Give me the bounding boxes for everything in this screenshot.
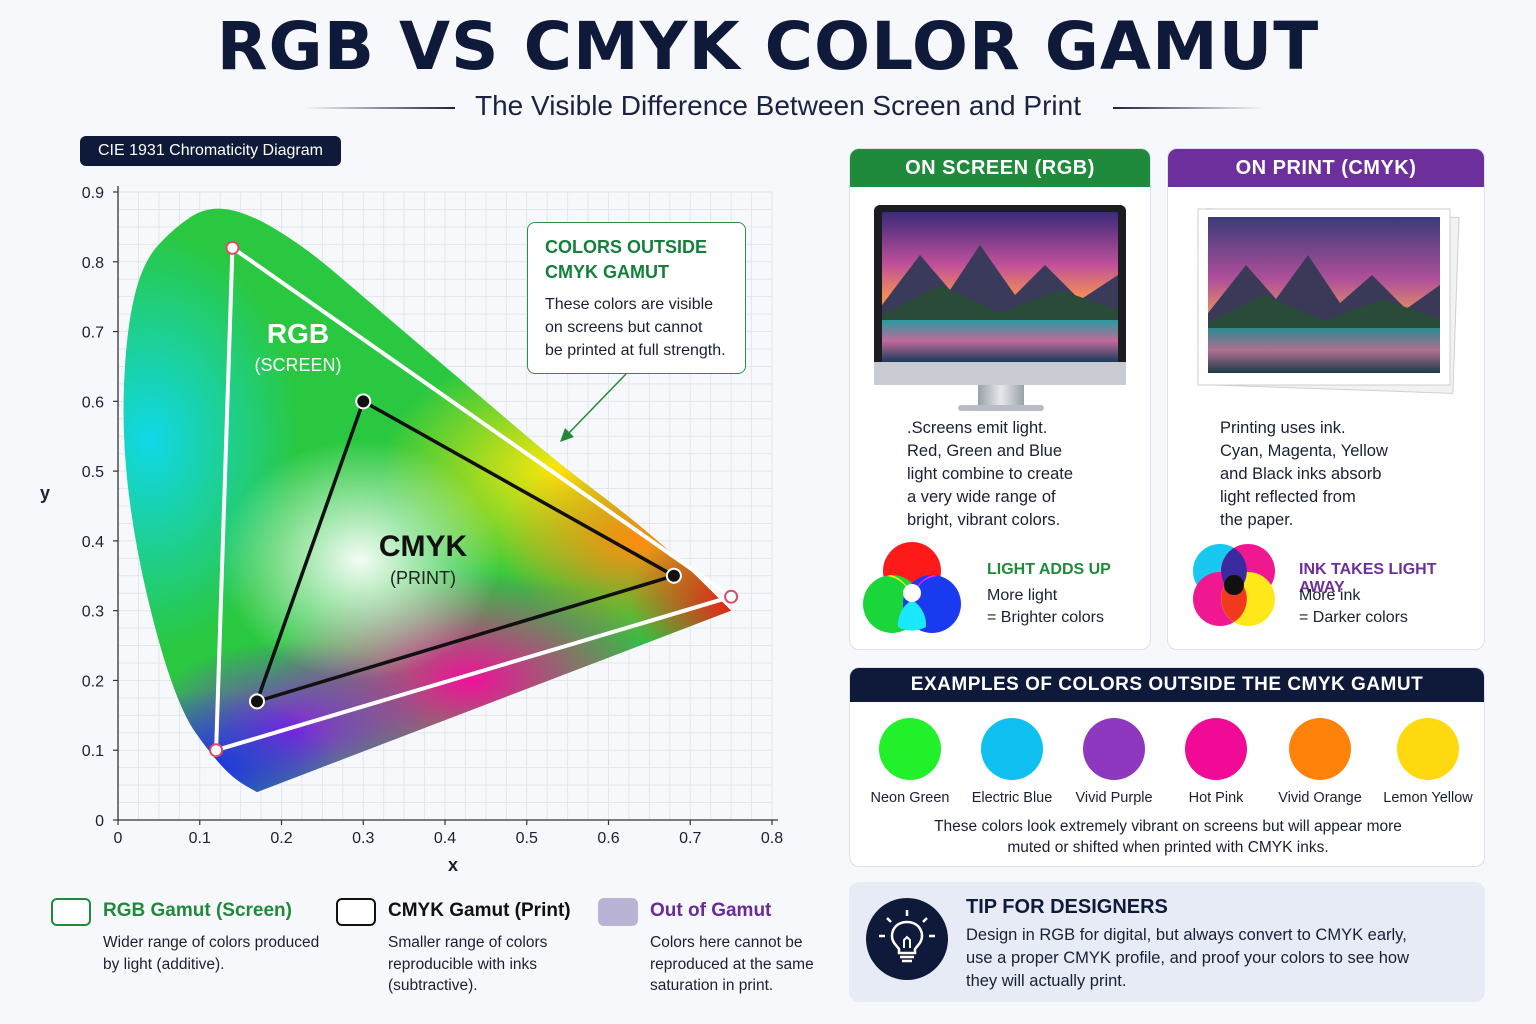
cmyk-vertex-point <box>248 693 265 710</box>
page-title: RGB VS CMYK COLOR GAMUT <box>216 8 1320 85</box>
legend-rgb-swatch <box>51 898 91 926</box>
rgb-note-text: More light = Brighter colors <box>987 587 1104 626</box>
rgb-panel-text: .Screens emit light. Red, Green and Blue… <box>907 419 1074 529</box>
rgb-region-sublabel: (SCREEN) <box>254 355 341 375</box>
examples-panel: EXAMPLES OF COLORS OUTSIDE THE CMYK GAMU… <box>849 667 1485 867</box>
example-swatch-name: Vivid Orange <box>1278 790 1362 806</box>
tip-box: TIP FOR DESIGNERS Design in RGB for digi… <box>849 882 1485 1002</box>
lightbulb-icon <box>866 898 948 980</box>
cmyk-panel-text: Printing uses ink. Cyan, Magenta, Yellow… <box>1220 419 1388 529</box>
tip-text: Design in RGB for digital, but always co… <box>966 926 1409 990</box>
x-tick-label: 0.4 <box>434 830 456 847</box>
y-tick-label: 0.1 <box>82 743 104 760</box>
legend-out-of-gamut-label: Out of Gamut <box>650 900 772 921</box>
example-swatch-circle <box>1289 718 1351 780</box>
printed-photo-icon <box>1197 208 1460 394</box>
y-tick-label: 0.3 <box>82 604 104 621</box>
y-tick-label: 0.5 <box>82 464 104 481</box>
y-tick-label: 0.8 <box>82 255 104 272</box>
rgb-note-title: LIGHT ADDS UP <box>987 561 1111 578</box>
rgb-vertex-point <box>225 240 240 255</box>
callout-text: These colors are visible on screens but … <box>545 296 726 359</box>
legend-out-of-gamut-desc: Colors here cannot be reproduced at the … <box>650 934 814 994</box>
x-tick-label: 0.3 <box>352 830 374 847</box>
x-tick-label: 0.7 <box>679 830 701 847</box>
example-swatch: Hot Pink <box>1161 718 1271 806</box>
cmyk-note-text: More ink = Darker colors <box>1299 587 1408 626</box>
rgb-panel-header: ON SCREEN (RGB) <box>850 149 1150 187</box>
rgb-panel: ON SCREEN (RGB) .Screens emit light. Red… <box>849 148 1151 650</box>
cmyk-panel-header: ON PRINT (CMYK) <box>1168 149 1484 187</box>
example-swatch: Electric Blue <box>957 718 1067 806</box>
y-tick-label: 0.7 <box>82 325 104 342</box>
rgb-vertex-point <box>209 743 224 758</box>
legend-rgb-label: RGB Gamut (Screen) <box>103 900 292 921</box>
examples-note: These colors look extremely vibrant on s… <box>934 818 1402 856</box>
x-tick-label: 0 <box>114 830 123 847</box>
callout-title: COLORS OUTSIDE CMYK GAMUT <box>545 237 708 282</box>
monitor-icon <box>874 205 1126 411</box>
page-subtitle: The Visible Difference Between Screen an… <box>475 90 1081 121</box>
example-swatch: Vivid Orange <box>1265 718 1375 806</box>
callout-arrowhead <box>560 428 574 442</box>
example-swatch-circle <box>981 718 1043 780</box>
x-tick-label: 0.8 <box>761 830 783 847</box>
title-rule-left <box>305 107 455 109</box>
x-tick-label: 0.6 <box>597 830 619 847</box>
y-tick-label: 0.6 <box>82 394 104 411</box>
rgb-vertex-point <box>724 589 739 604</box>
example-swatch-name: Hot Pink <box>1188 790 1244 806</box>
example-swatch-name: Lemon Yellow <box>1383 790 1473 806</box>
y-tick-label: 0.2 <box>82 673 104 690</box>
x-tick-label: 0.2 <box>270 830 292 847</box>
y-tick-label: 0.4 <box>82 534 104 551</box>
example-swatch-circle <box>1083 718 1145 780</box>
x-axis-label: x <box>448 855 458 875</box>
x-tick-label: 0.5 <box>516 830 538 847</box>
example-swatch-name: Electric Blue <box>971 790 1053 806</box>
callout-arrow <box>565 373 627 437</box>
legend-out-of-gamut-swatch <box>598 898 638 926</box>
title-rule-right <box>1113 107 1263 109</box>
chart-axes: 0 0.1 0.2 0.3 0.4 0.5 0.6 0.7 0.8 0 0.1 0.2 0.3 0.4 0.… <box>82 185 783 847</box>
example-swatch-name: Vivid Purple <box>1075 790 1153 806</box>
examples-header: EXAMPLES OF COLORS OUTSIDE THE CMYK GAMU… <box>850 668 1484 702</box>
example-swatch-circle <box>1185 718 1247 780</box>
cmyk-region-sublabel: (PRINT) <box>390 568 456 588</box>
example-swatch-circle <box>1397 718 1459 780</box>
subtractive-color-icon <box>1193 544 1275 626</box>
example-swatch: Neon Green <box>855 718 965 806</box>
legend-rgb-desc: Wider range of colors produced by light … <box>103 934 320 973</box>
legend-cmyk-label: CMYK Gamut (Print) <box>388 900 571 921</box>
example-swatch-circle <box>879 718 941 780</box>
legend-cmyk-desc: Smaller range of colors reproducible wit… <box>388 934 548 994</box>
y-tick-label: 0.9 <box>82 185 104 202</box>
cmyk-panel: ON PRINT (CMYK) Printing uses ink. Cyan,… <box>1167 148 1485 650</box>
diagram-tag: CIE 1931 Chromaticity Diagram <box>80 136 341 166</box>
example-swatch: Lemon Yellow <box>1373 718 1483 806</box>
out-of-gamut-callout: COLORS OUTSIDE CMYK GAMUT These colors a… <box>527 222 746 374</box>
y-axis-label: y <box>40 483 50 503</box>
cmyk-region-label: CMYK <box>379 530 468 563</box>
rgb-gamut-triangle <box>214 244 736 753</box>
rgb-region-label: RGB <box>267 318 329 349</box>
cmyk-vertex-point <box>665 567 682 584</box>
cmyk-note-title: INK TAKES LIGHT AWAY <box>1299 561 1437 596</box>
tip-title: TIP FOR DESIGNERS <box>966 896 1168 918</box>
example-swatch: Vivid Purple <box>1059 718 1169 806</box>
y-tick-label: 0 <box>95 813 104 830</box>
cmyk-vertex-point <box>355 393 372 410</box>
x-tick-label: 0.1 <box>189 830 211 847</box>
legend-cmyk-swatch <box>336 898 376 926</box>
example-swatch-name: Neon Green <box>870 790 950 806</box>
additive-color-icon <box>863 542 961 633</box>
cmyk-gamut-triangle <box>254 398 679 705</box>
